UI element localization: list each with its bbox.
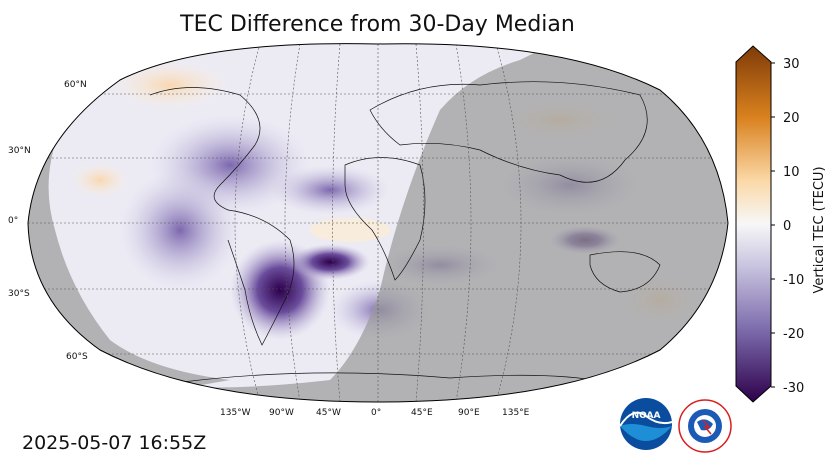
svg-text:NOAA: NOAA	[632, 411, 661, 421]
lat-label: 30°N	[8, 146, 31, 156]
lon-label: 135°W	[220, 408, 251, 418]
cb-tick: -10	[783, 273, 804, 288]
lon-label: 90°E	[458, 408, 480, 418]
nws-logo	[678, 399, 732, 453]
cb-tick: 20	[783, 111, 800, 126]
lat-label: 60°S	[66, 352, 88, 362]
cb-tick: 30	[783, 57, 800, 72]
lon-label: 0°	[371, 408, 382, 418]
lon-label: 45°W	[316, 408, 341, 418]
lat-label: 30°S	[8, 289, 30, 299]
lon-label: 45°E	[411, 408, 433, 418]
lon-label: 135°E	[502, 408, 530, 418]
timestamp: 2025-05-07 16:55Z	[22, 432, 207, 454]
noaa-logo: NOAA	[619, 398, 673, 450]
cb-tick: 0	[783, 219, 791, 234]
lat-label: 0°	[8, 216, 19, 226]
cb-tick: 10	[783, 165, 800, 180]
agency-logos: NOAA	[619, 398, 732, 453]
map-outline	[27, 43, 729, 403]
cb-tick: -30	[783, 381, 804, 396]
lon-label: 90°W	[269, 408, 294, 418]
cb-tick: -20	[783, 327, 804, 342]
map-title: TEC Difference from 30-Day Median	[180, 12, 575, 37]
colorbar-label: Vertical TEC (TECU)	[812, 166, 827, 293]
lat-label: 60°N	[64, 80, 87, 90]
